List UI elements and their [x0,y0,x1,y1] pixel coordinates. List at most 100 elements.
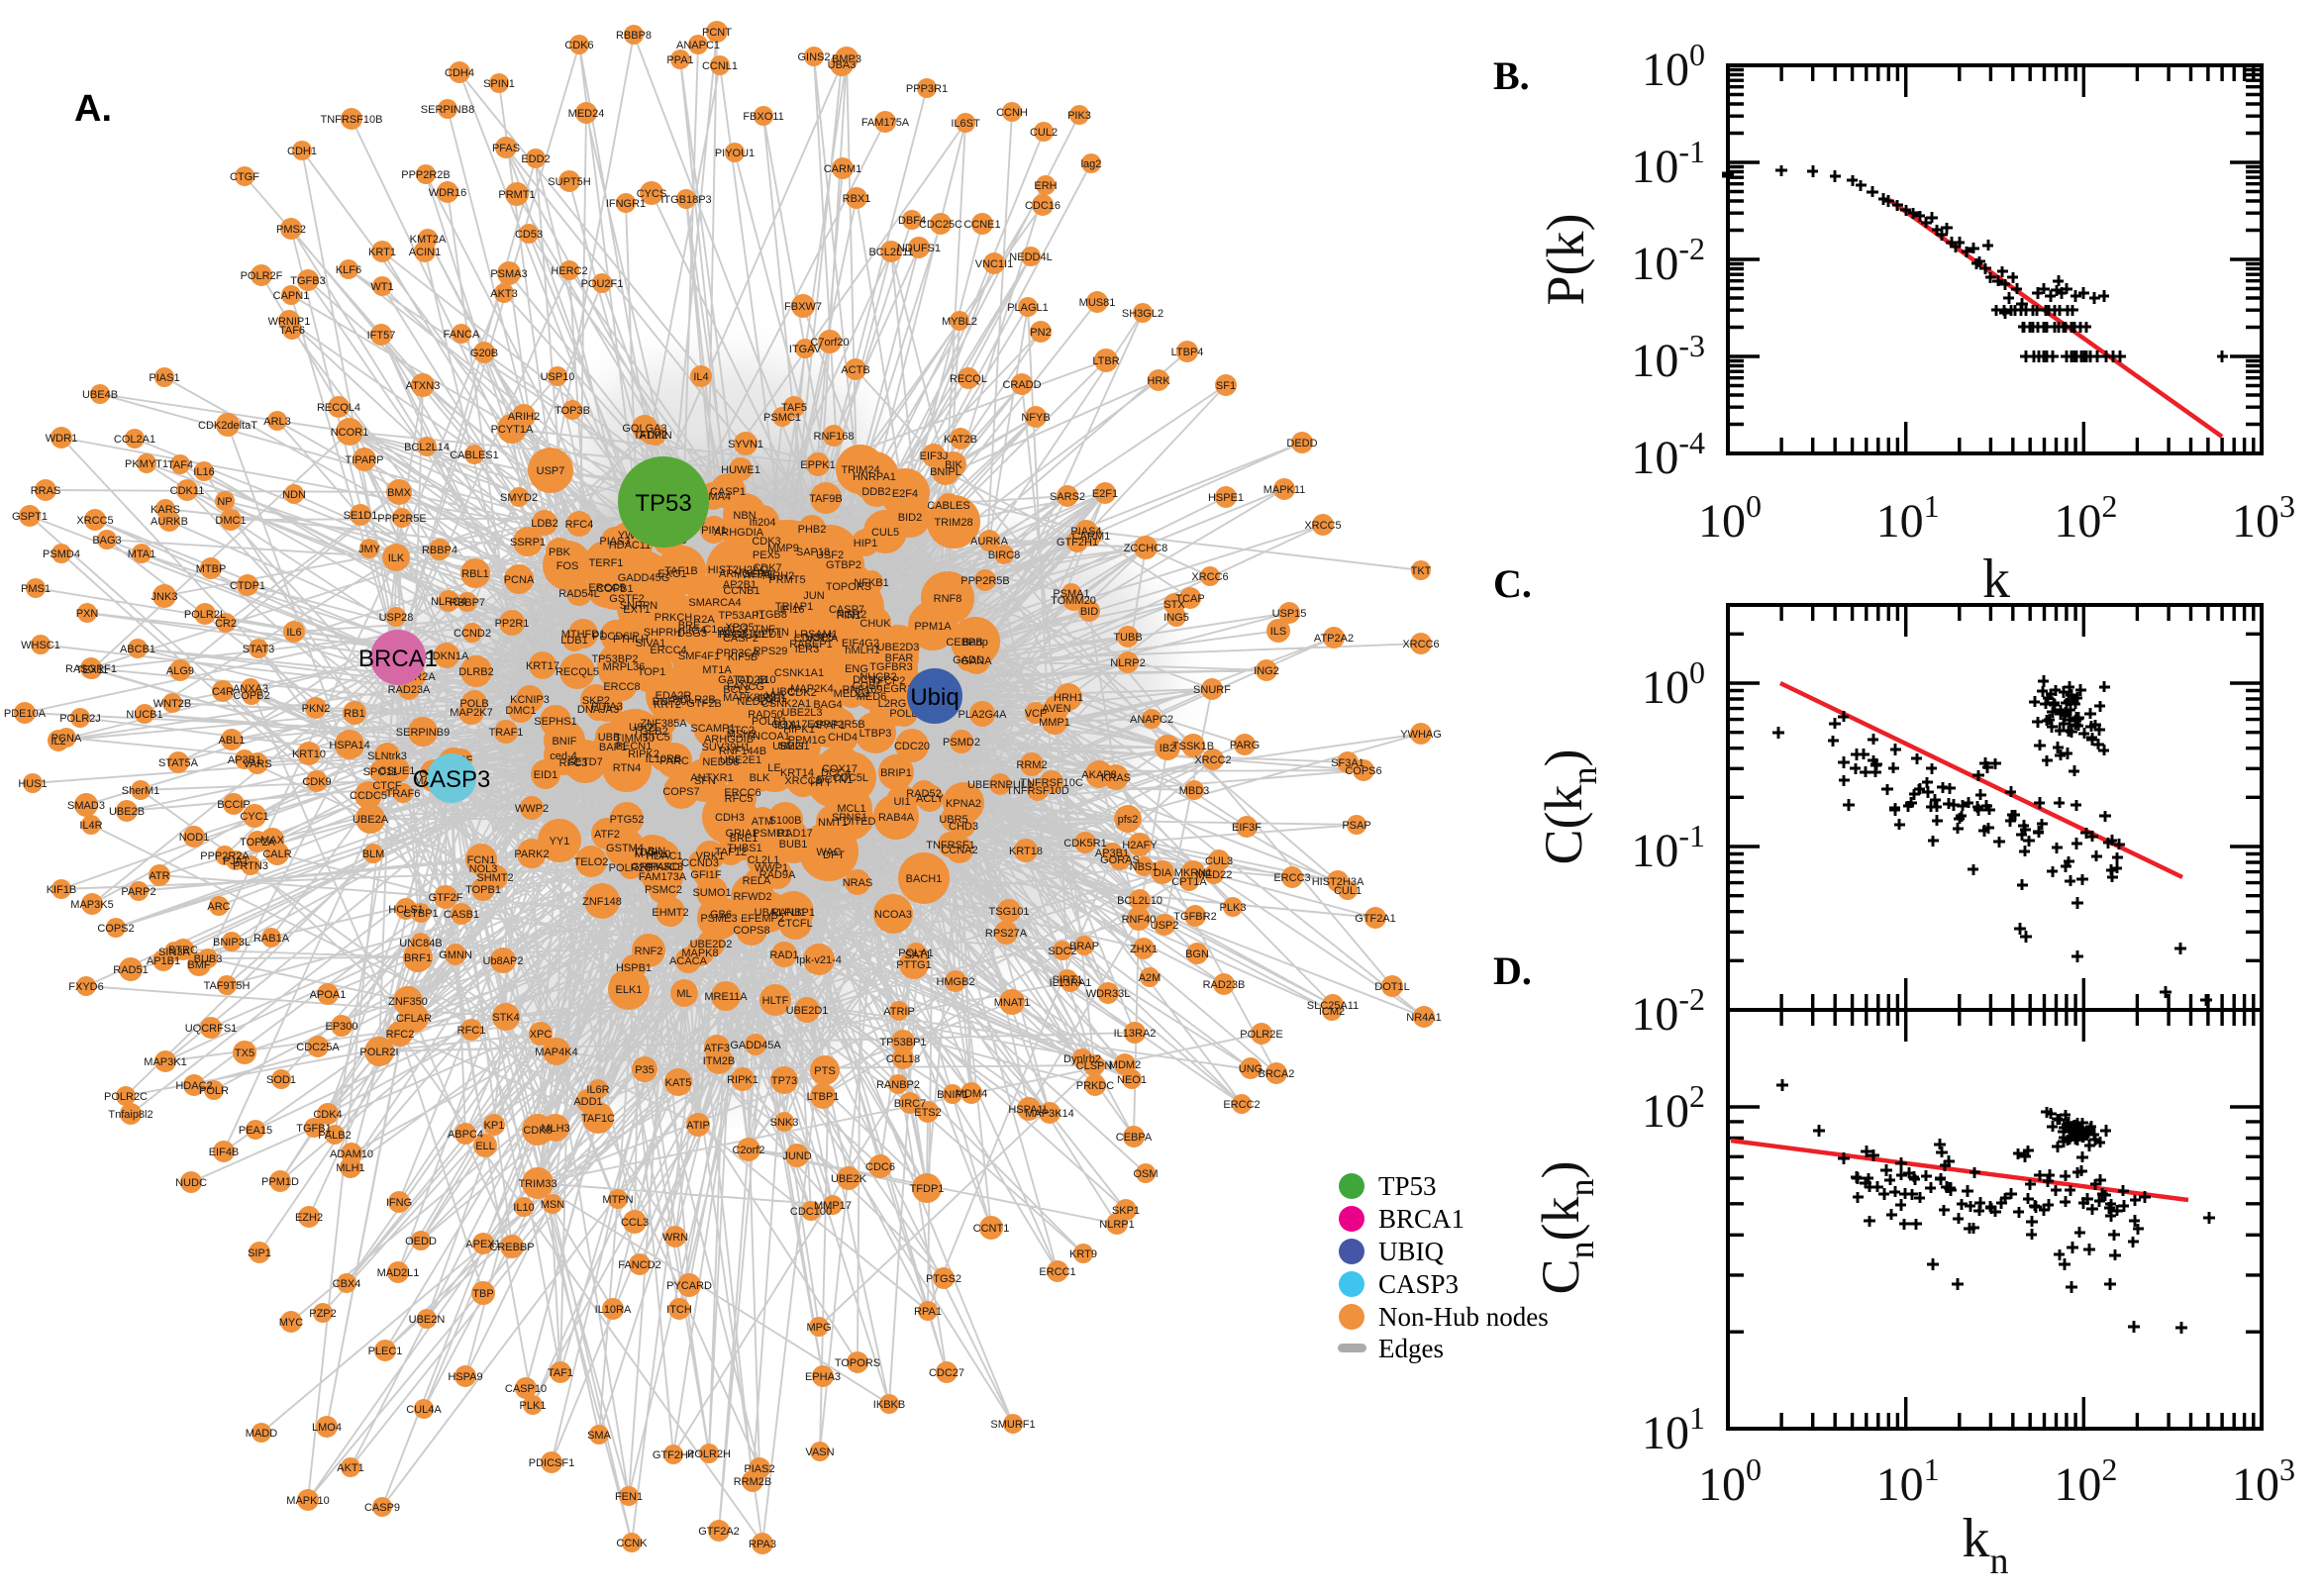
svg-text:IL13RA1: IL13RA1 [1050,977,1092,989]
svg-text:EIF4G2: EIF4G2 [842,638,879,649]
svg-text:MAPK8IP3: MAPK8IP3 [723,692,776,704]
svg-text:CUL2: CUL2 [1030,127,1058,139]
svg-text:VASN: VASN [805,1446,834,1458]
svg-text:MAP2K7: MAP2K7 [450,707,492,719]
svg-text:PIK3: PIK3 [1067,110,1091,122]
svg-text:SMAD3: SMAD3 [67,800,105,812]
svg-text:PHB2: PHB2 [798,524,827,536]
svg-text:RANBP1: RANBP1 [771,907,815,919]
svg-text:DDB2: DDB2 [861,486,890,498]
svg-text:TUBB: TUBB [1113,632,1142,644]
svg-text:TAF1: TAF1 [548,1367,573,1379]
svg-text:HLTF: HLTF [762,995,789,1007]
svg-text:MPG: MPG [806,1322,831,1334]
svg-text:PXN: PXN [76,608,99,620]
svg-text:CDC20: CDC20 [894,741,930,752]
svg-text:ZNF148: ZNF148 [582,896,622,908]
svg-text:NR4A1: NR4A1 [1406,1012,1441,1024]
svg-text:KRT17: KRT17 [526,660,559,672]
svg-text:MAP3K1: MAP3K1 [144,1056,186,1068]
svg-text:AKT3: AKT3 [490,288,518,300]
svg-text:PBK: PBK [549,547,571,558]
svg-text:MAP2K4: MAP2K4 [790,683,833,695]
svg-text:GMNN: GMNN [439,949,472,961]
svg-text:AP1B1: AP1B1 [147,955,180,967]
svg-text:TAF12: TAF12 [715,847,747,858]
svg-text:SIRT1: SIRT1 [1053,974,1083,986]
svg-text:KLF6: KLF6 [336,264,361,276]
svg-text:HIST2H3A: HIST2H3A [1312,876,1364,888]
svg-text:ARL3: ARL3 [263,416,291,428]
svg-text:GINS2: GINS2 [797,51,830,63]
svg-text:PCNA: PCNA [51,733,82,745]
svg-text:SIN3A: SIN3A [158,947,190,958]
svg-text:CDC27: CDC27 [929,1367,964,1379]
svg-text:P35: P35 [635,1064,655,1076]
svg-text:TEX11: TEX11 [76,664,109,676]
svg-text:UBA1: UBA1 [755,907,783,919]
svg-text:IL10RB: IL10RB [646,753,682,765]
svg-text:SMURF1: SMURF1 [990,1419,1035,1431]
svg-text:BNIPL: BNIPL [930,466,961,478]
svg-text:RECQL: RECQL [950,373,987,385]
svg-text:MRE11A: MRE11A [704,991,748,1003]
svg-text:IL2: IL2 [50,736,65,748]
svg-text:LTBP1: LTBP1 [807,1091,840,1103]
svg-text:POLA1: POLA1 [898,948,933,959]
svg-text:HSPA9: HSPA9 [448,1371,482,1383]
svg-text:SHMT2: SHMT2 [476,872,513,884]
svg-text:SF3A1: SF3A1 [1331,757,1364,769]
svg-text:TOP3B: TOP3B [555,405,590,417]
svg-text:MSH2: MSH2 [727,729,758,741]
svg-text:PARC: PARC [659,755,689,767]
svg-text:TGFB1: TGFB1 [296,1123,331,1135]
svg-text:PRTN3: PRTN3 [233,860,268,872]
svg-text:PMS2: PMS2 [276,224,306,236]
svg-text:SPIN1: SPIN1 [483,78,515,90]
svg-text:RNF168: RNF168 [814,431,855,443]
svg-text:MAP3K5: MAP3K5 [70,899,113,911]
svg-text:CDH1: CDH1 [287,146,317,157]
svg-text:A.: A. [74,88,112,130]
svg-text:ARC: ARC [207,901,230,913]
svg-text:MED1: MED1 [753,629,783,641]
svg-text:VTN: VTN [767,627,789,639]
svg-text:BRE1: BRE1 [730,833,758,845]
svg-text:KRT9: KRT9 [1069,1248,1097,1260]
svg-text:TP73: TP73 [771,1075,797,1087]
svg-text:BID: BID [1080,606,1098,618]
svg-text:ARHGDIB: ARHGDIB [704,734,754,746]
svg-text:BID2: BID2 [898,512,922,524]
svg-text:POLR2I: POLR2I [359,1047,398,1058]
svg-text:CASP3: CASP3 [1378,1269,1459,1299]
svg-text:EXT1: EXT1 [623,604,651,616]
svg-text:NUCB2: NUCB2 [859,671,896,683]
svg-text:CCNE1: CCNE1 [963,219,1000,231]
svg-text:LIG4: LIG4 [682,625,706,637]
svg-text:APAF1: APAF1 [812,720,846,732]
svg-text:ERCC6: ERCC6 [724,787,760,799]
svg-text:ATRIP: ATRIP [883,1006,915,1018]
svg-text:ANAPC2: ANAPC2 [1130,714,1173,726]
svg-text:TRAF6: TRAF6 [386,788,421,800]
svg-text:Banp: Banp [962,637,988,648]
svg-text:GTBP2: GTBP2 [826,559,861,571]
svg-text:BACH1: BACH1 [906,873,943,885]
svg-text:PPP2R2A: PPP2R2A [200,850,250,862]
svg-text:Edges: Edges [1378,1334,1444,1363]
svg-text:VRK1: VRK1 [696,850,725,862]
svg-text:PSMD2: PSMD2 [943,737,980,748]
svg-text:DIA: DIA [1154,867,1172,879]
svg-text:BCL2: BCL2 [723,684,751,696]
svg-text:EP300: EP300 [325,1021,357,1033]
svg-text:SHPRH: SHPRH [644,627,682,639]
svg-text:PIN1: PIN1 [837,610,860,622]
svg-text:PALB2: PALB2 [318,1130,351,1142]
svg-text:FAM173A: FAM173A [639,871,687,883]
svg-text:102: 102 [2054,488,2117,548]
svg-text:PIAS2: PIAS2 [744,1463,774,1475]
svg-text:SSRP1: SSRP1 [510,537,546,549]
svg-text:CT_610: CT_610 [737,674,775,686]
svg-text:BRAP: BRAP [1069,941,1099,952]
svg-text:TIPARP: TIPARP [346,454,384,466]
